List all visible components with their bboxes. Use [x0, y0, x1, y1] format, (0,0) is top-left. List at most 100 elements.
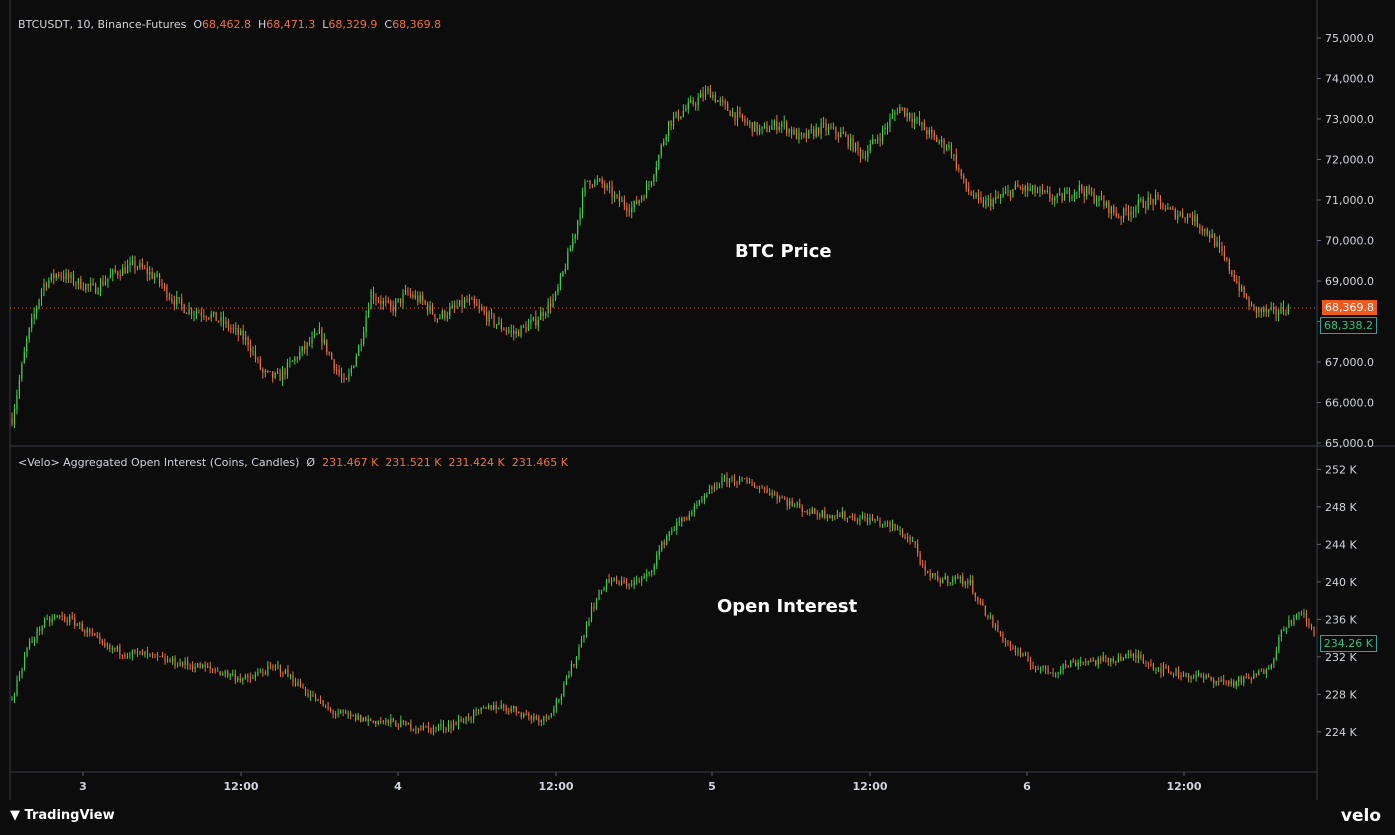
candle-body	[579, 213, 581, 221]
candle-body	[583, 635, 585, 640]
candle-body	[1250, 304, 1253, 307]
candle-body	[535, 317, 537, 326]
candle-body	[542, 312, 544, 316]
candle-body	[766, 489, 768, 493]
tradingview-logo[interactable]: ▼ TradingView	[10, 808, 115, 823]
candle-body	[1285, 312, 1287, 315]
candle-body	[301, 346, 303, 352]
candle-body	[1027, 185, 1029, 191]
candle-body	[1245, 677, 1247, 679]
candle-body	[559, 275, 562, 287]
candle-body	[972, 195, 975, 198]
candle-body	[520, 713, 522, 717]
candle-body	[633, 580, 635, 586]
candle-body	[1081, 185, 1083, 192]
candle-body	[560, 695, 562, 700]
candle-body	[599, 179, 601, 181]
candle-body	[776, 120, 778, 130]
candle-body	[703, 496, 705, 500]
candle-body	[917, 543, 919, 554]
candle-body	[1147, 197, 1149, 209]
candle-body	[884, 522, 886, 525]
time-x-axis: 3 12:00 4 12:00 5 12:00 6 12:00	[79, 772, 1202, 793]
candle-body	[287, 669, 289, 677]
candle-body	[449, 308, 451, 316]
candle-body	[711, 486, 713, 490]
candle-body	[856, 520, 859, 522]
candle-body	[1243, 286, 1245, 297]
candle-body	[254, 351, 257, 359]
time-tick-label: 3	[79, 780, 87, 793]
oi-value-4: 231.465 K	[511, 456, 568, 469]
candle-body	[1077, 662, 1079, 666]
candle-body	[194, 667, 196, 669]
candle-body	[581, 192, 584, 214]
candle-body	[746, 478, 748, 483]
candle-body	[769, 492, 771, 496]
candle-body	[962, 576, 964, 585]
candle-body	[510, 330, 512, 332]
candle-body	[844, 512, 846, 519]
candle-body	[1155, 669, 1157, 671]
candle-body	[333, 359, 335, 370]
candle-body	[1041, 188, 1044, 191]
candle-body	[259, 671, 261, 673]
candle-body	[754, 122, 756, 132]
candle-body	[543, 716, 545, 721]
candle-body	[1046, 190, 1048, 192]
candle-body	[427, 303, 429, 312]
candle-body	[445, 729, 447, 731]
candle-body	[122, 267, 124, 276]
candle-body	[212, 668, 214, 670]
candle-body	[11, 698, 13, 700]
candle-body	[1029, 661, 1032, 666]
candle-body	[555, 700, 557, 709]
candle-body	[523, 713, 525, 717]
candle-body	[621, 580, 623, 585]
candle-body	[372, 291, 375, 299]
candle-body	[1120, 656, 1122, 661]
candle-body	[1052, 672, 1054, 674]
candle-body	[151, 653, 154, 655]
candle-body	[707, 88, 709, 91]
candle-body	[179, 662, 181, 666]
candle-body	[714, 94, 716, 102]
candle-body	[610, 580, 613, 583]
candle-body	[884, 128, 886, 130]
candle-body	[186, 312, 188, 314]
candle-body	[419, 295, 421, 302]
candle-body	[390, 718, 392, 723]
candle-body	[867, 151, 869, 158]
candle-body	[1085, 661, 1087, 663]
candle-body	[1130, 653, 1132, 657]
price-tick-label: 73,000.0	[1325, 113, 1374, 126]
candle-body	[319, 699, 322, 701]
candle-body	[217, 321, 220, 323]
candle-body	[968, 188, 970, 192]
candle-body	[921, 122, 923, 125]
candle-body	[424, 300, 426, 304]
candle-body	[404, 290, 407, 294]
candle-body	[471, 298, 473, 300]
candle-body	[289, 361, 291, 363]
candle-body	[92, 283, 94, 285]
candle-body	[454, 305, 456, 307]
candle-body	[444, 311, 446, 318]
candle-body	[874, 519, 876, 521]
candle-body	[1102, 656, 1104, 661]
candle-body	[743, 478, 746, 480]
candle-body	[1278, 636, 1280, 651]
candle-body	[458, 300, 461, 307]
candle-body	[286, 362, 289, 375]
candle-body	[1198, 673, 1200, 676]
candle-body	[982, 602, 984, 606]
candle-body	[570, 664, 573, 675]
candle-body	[513, 330, 515, 334]
candle-body	[1228, 259, 1230, 271]
candle-body	[96, 635, 98, 638]
candle-body	[422, 725, 425, 730]
candle-body	[311, 336, 313, 344]
candle-body	[365, 717, 367, 721]
candle-body	[77, 278, 80, 284]
candle-body	[970, 191, 972, 196]
